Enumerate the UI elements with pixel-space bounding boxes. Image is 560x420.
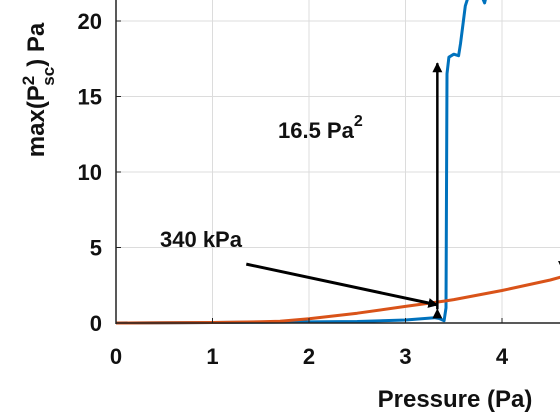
- y-axis-label-main: max(P: [23, 85, 50, 157]
- y-axis-label-tail: ) Pa: [23, 22, 50, 67]
- y-tick-label: 10: [78, 160, 102, 185]
- y-tick-label: 15: [78, 85, 102, 110]
- y-axis-label-sup: 2: [19, 76, 38, 85]
- series-layer: [115, 0, 560, 325]
- grid: [115, 0, 560, 324]
- x-axis-label: Pressure (Pa): [378, 386, 533, 413]
- annotation-16-5-label: 16.5 Pa2: [278, 113, 363, 143]
- y-tick-label: 0: [90, 311, 102, 336]
- annotation-arrow-340-kpa: [245, 262, 439, 308]
- annotation-16-5-main: 16.5 Pa: [278, 118, 355, 143]
- x-tick-label: 2: [303, 344, 315, 369]
- y-tick-label: 5: [90, 236, 102, 261]
- x-tick-label: 3: [399, 344, 411, 369]
- y-axis-label-sub: sc: [39, 67, 58, 86]
- x-tick-label: 1: [206, 344, 218, 369]
- annotations: [245, 62, 560, 319]
- series-line-0: [115, 0, 487, 325]
- tick-labels: 0 1 2 3 4 0 5 10 15 20: [78, 9, 509, 369]
- annotation-340-kpa-label: 340 kPa: [160, 227, 243, 252]
- x-tick-label: 4: [496, 344, 509, 369]
- x-tick-label: 0: [110, 344, 122, 369]
- y-tick-label: 20: [78, 9, 102, 34]
- y-axis-label: max(P2sc) Pa: [19, 22, 58, 157]
- annotation-16-5-sup: 2: [354, 113, 363, 130]
- series-line-1: [115, 275, 560, 325]
- axes: [115, 0, 560, 324]
